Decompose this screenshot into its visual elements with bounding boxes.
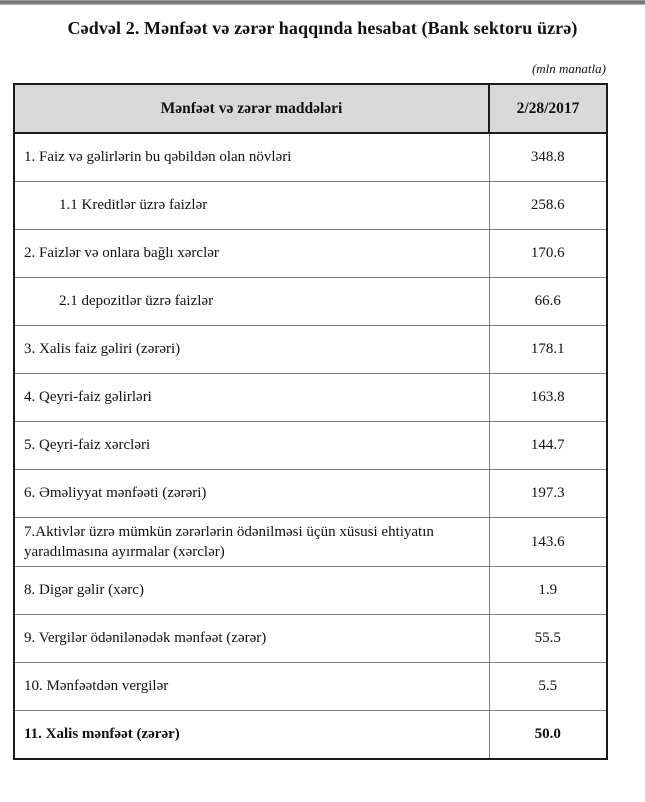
row-value: 144.7: [488, 420, 608, 470]
pnl-table: Mənfəət və zərər maddələri 2/28/2017 1. …: [13, 83, 608, 760]
table-row: 11. Xalis mənfəət (zərər) 50.0: [13, 710, 608, 760]
row-value: 178.1: [488, 324, 608, 374]
row-label: 9. Vergilər ödənilənədək mənfəət (zərər): [13, 614, 490, 663]
page-title: Cədvəl 2. Mənfəət və zərər haqqında hesa…: [67, 18, 578, 38]
row-label: 8. Digər gəlir (xərc): [13, 566, 490, 615]
row-label: 6. Əməliyyat mənfəəti (zərəri): [13, 468, 490, 518]
row-value: 170.6: [488, 228, 608, 278]
table-row: 8. Digər gəlir (xərc) 1.9: [13, 566, 608, 615]
row-value: 258.6: [488, 180, 608, 230]
row-value: 50.0: [488, 710, 608, 760]
row-label: 4. Qeyri-faiz gəlirləri: [13, 372, 490, 422]
row-label: 7.Aktivlər üzrə mümkün zərərlərin ödənil…: [13, 516, 490, 567]
table-body: 1. Faiz və gəlirlərin bu qəbildən olan n…: [13, 132, 608, 760]
table-row: 4. Qeyri-faiz gəlirləri 163.8: [13, 372, 608, 422]
row-label: 2. Faizlər və onlara bağlı xərclər: [13, 228, 490, 278]
table-row: 10. Mənfəətdən vergilər 5.5: [13, 662, 608, 711]
column-header-items: Mənfəət və zərər maddələri: [13, 83, 490, 134]
row-label: 11. Xalis mənfəət (zərər): [13, 710, 490, 760]
row-label: 2.1 depozitlər üzrə faizlər: [13, 276, 490, 326]
header-row: Mənfəət və zərər maddələri 2/28/2017: [13, 83, 608, 134]
table-row: 1. Faiz və gəlirlərin bu qəbildən olan n…: [13, 132, 608, 182]
unit-note: (mln manatla): [531, 61, 606, 76]
row-value: 1.9: [488, 566, 608, 615]
table-row: 1.1 Kreditlər üzrə faizlər 258.6: [13, 180, 608, 230]
row-value: 143.6: [488, 516, 608, 567]
row-value: 348.8: [488, 132, 608, 182]
table-row: 6. Əməliyyat mənfəəti (zərəri) 197.3: [13, 468, 608, 518]
table-row: 5. Qeyri-faiz xərcləri 144.7: [13, 420, 608, 470]
table-row: 2. Faizlər və onlara bağlı xərclər 170.6: [13, 228, 608, 278]
table-row: 9. Vergilər ödənilənədək mənfəət (zərər)…: [13, 614, 608, 663]
row-label: 5. Qeyri-faiz xərcləri: [13, 420, 490, 470]
row-label: 1.1 Kreditlər üzrə faizlər: [13, 180, 490, 230]
table-row: 7.Aktivlər üzrə mümkün zərərlərin ödənil…: [13, 516, 608, 567]
row-value: 197.3: [488, 468, 608, 518]
page-top-rule: [0, 0, 645, 5]
row-value: 5.5: [488, 662, 608, 711]
table-row: 3. Xalis faiz gəliri (zərəri) 178.1: [13, 324, 608, 374]
row-label: 3. Xalis faiz gəliri (zərəri): [13, 324, 490, 374]
column-header-date: 2/28/2017: [488, 83, 608, 134]
table-row: 2.1 depozitlər üzrə faizlər 66.6: [13, 276, 608, 326]
row-value: 163.8: [488, 372, 608, 422]
row-value: 55.5: [488, 614, 608, 663]
row-label: 10. Mənfəətdən vergilər: [13, 662, 490, 711]
row-value: 66.6: [488, 276, 608, 326]
row-label: 1. Faiz və gəlirlərin bu qəbildən olan n…: [13, 132, 490, 182]
